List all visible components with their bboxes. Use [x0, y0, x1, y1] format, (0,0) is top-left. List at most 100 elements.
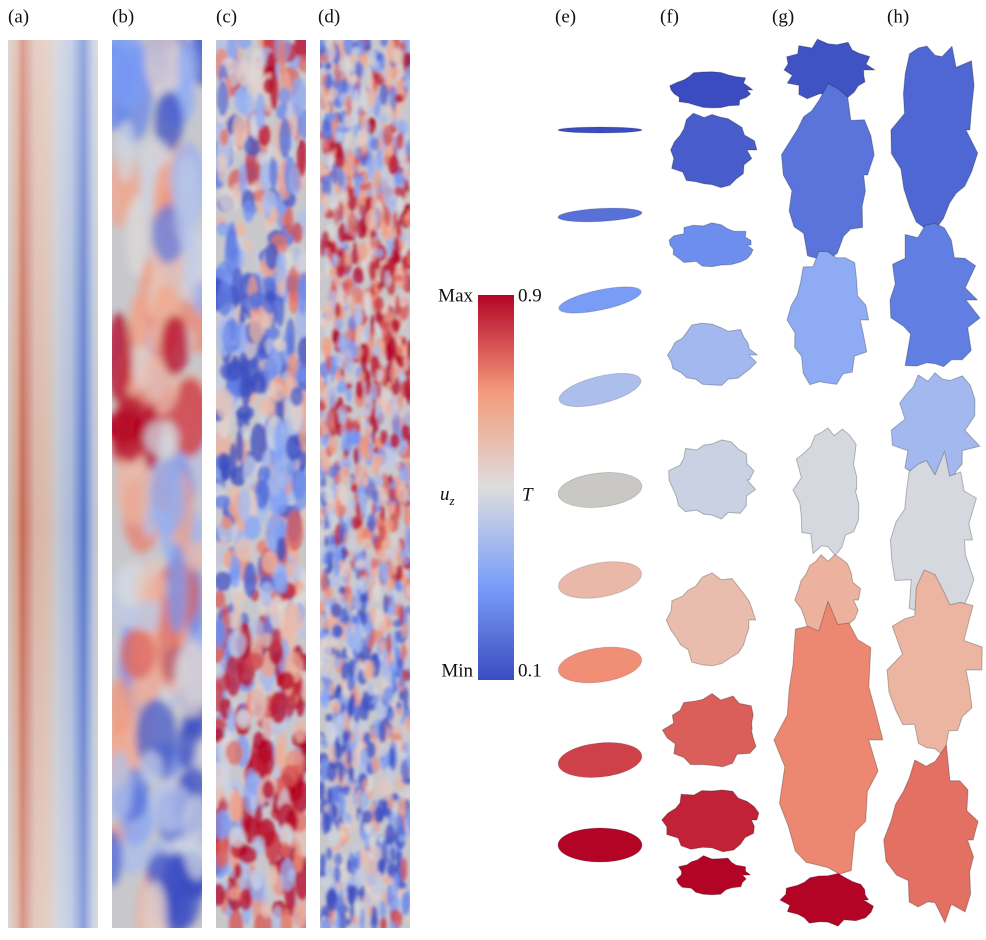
- eddy: [240, 366, 251, 407]
- eddy: [178, 43, 198, 88]
- eddy: [346, 568, 350, 588]
- eddy: [404, 656, 413, 671]
- eddy: [367, 513, 376, 532]
- eddy: [370, 230, 376, 239]
- eddy: [342, 456, 353, 464]
- eddy: [359, 748, 367, 771]
- eddy: [388, 710, 394, 720]
- eddy: [294, 849, 304, 872]
- eddy: [395, 94, 404, 103]
- eddy: [324, 535, 329, 548]
- eddy: [265, 291, 277, 303]
- eddy: [374, 249, 384, 258]
- eddy: [391, 727, 401, 734]
- eddy: [365, 893, 369, 904]
- eddy: [214, 571, 232, 591]
- eddy: [292, 222, 302, 243]
- eddy: [289, 167, 301, 195]
- eddy: [327, 112, 335, 122]
- eddy: [321, 572, 327, 592]
- eddy: [386, 238, 392, 246]
- eddy: [352, 916, 357, 924]
- eddy: [355, 559, 366, 568]
- eddy: [346, 859, 352, 873]
- eddy: [359, 594, 367, 603]
- eddy: [377, 611, 386, 632]
- eddy: [345, 330, 356, 340]
- eddy: [354, 124, 358, 137]
- eddy: [279, 87, 290, 105]
- eddy: [236, 430, 244, 463]
- eddy: [393, 872, 400, 894]
- eddy: [262, 780, 274, 799]
- eddy: [295, 368, 312, 382]
- eddy: [397, 658, 404, 670]
- eddy: [351, 483, 358, 493]
- eddy: [332, 162, 338, 185]
- eddy: [268, 865, 277, 886]
- eddy: [373, 447, 378, 454]
- eddy: [362, 779, 368, 789]
- eddy: [382, 223, 388, 238]
- eddy: [348, 658, 355, 678]
- eddy: [405, 140, 413, 157]
- eddy: [391, 363, 396, 384]
- eddy: [365, 373, 370, 396]
- eddy: [359, 439, 367, 456]
- eddy: [285, 207, 294, 236]
- eddy: [372, 653, 377, 661]
- eddy: [384, 875, 393, 884]
- eddy: [361, 353, 368, 373]
- eddy: [368, 578, 374, 602]
- eddy: [332, 804, 338, 820]
- eddy: [383, 594, 388, 614]
- eddy: [391, 319, 401, 332]
- eddy: [389, 594, 395, 615]
- eddy: [396, 101, 403, 122]
- eddy: [278, 36, 286, 76]
- deformed-drop: [793, 428, 859, 555]
- eddy: [297, 275, 308, 315]
- deformed-drop: [670, 72, 753, 108]
- eddy: [286, 318, 295, 357]
- eddy: [348, 75, 359, 85]
- eddy: [397, 542, 402, 552]
- eddy: [358, 576, 369, 593]
- eddy: [346, 383, 352, 390]
- eddy: [324, 487, 335, 504]
- eddy: [347, 886, 356, 906]
- panel-label: (e): [555, 6, 576, 27]
- eddy: [243, 562, 256, 598]
- eddy: [280, 841, 289, 857]
- deformed-drop: [780, 874, 874, 927]
- panel-label: (h): [887, 6, 909, 27]
- eddy: [260, 903, 271, 918]
- deformed-drop: [774, 601, 883, 874]
- eddy: [378, 525, 386, 542]
- eddy: [402, 623, 407, 637]
- eddy: [107, 751, 132, 822]
- eddy: [406, 754, 412, 767]
- eddy: [276, 251, 287, 281]
- eddy: [227, 631, 246, 658]
- eddy: [235, 538, 253, 561]
- eddy: [316, 541, 324, 563]
- eddy: [407, 916, 412, 923]
- eddy: [140, 751, 163, 784]
- eddy: [387, 578, 396, 590]
- eddy: [345, 417, 352, 431]
- eddy: [334, 547, 339, 567]
- eddy: [238, 846, 257, 864]
- eddy: [106, 313, 132, 403]
- eddy: [321, 688, 330, 709]
- eddy: [327, 388, 337, 408]
- eddy: [213, 495, 230, 509]
- eddy: [338, 830, 346, 837]
- eddy: [366, 661, 374, 680]
- eddy: [318, 402, 326, 411]
- panel-label: (b): [112, 6, 134, 27]
- eddy: [219, 188, 234, 211]
- eddy: [380, 35, 388, 47]
- eddy: [377, 149, 381, 157]
- eddy: [232, 114, 248, 147]
